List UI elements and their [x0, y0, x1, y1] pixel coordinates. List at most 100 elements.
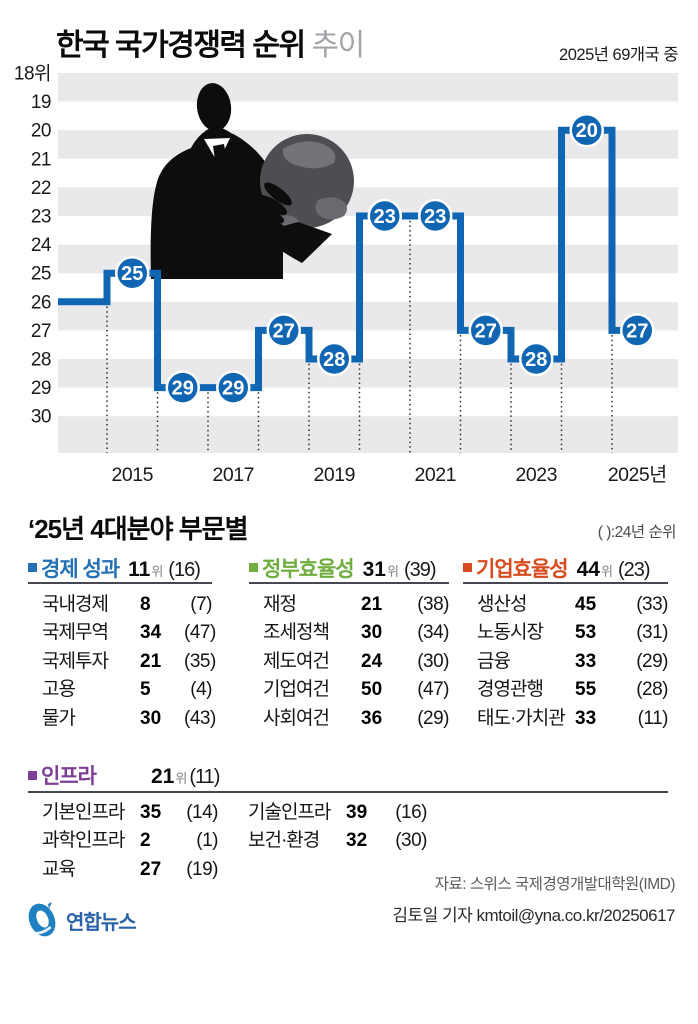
y-axis-labels: 18위 19 20 21 22 23 24 25 26 27 28 29 30 — [14, 63, 53, 428]
svg-text:20: 20 — [31, 121, 51, 142]
category-rows: 생산성 45 (33) 노동시장 53 (31) 금융 33 (29) 경영관행… — [463, 589, 669, 731]
indicator-row: 재정 21 (38) — [249, 589, 450, 617]
indicator-rank-2024: (30) — [417, 650, 449, 672]
indicator-rank-2025: 55 — [575, 679, 597, 701]
svg-text:30: 30 — [31, 407, 51, 428]
indicator-row: 물가 30 (43) — [28, 703, 216, 731]
logo-text: 연합뉴스 — [66, 911, 137, 934]
rank-suffix: 위 — [600, 564, 613, 579]
indicator-row: 교육 27 (19) — [28, 854, 219, 882]
svg-text:28: 28 — [31, 350, 51, 371]
svg-text:20: 20 — [576, 120, 598, 142]
indicator-label: 교육 — [42, 858, 76, 880]
indicator-row: 보건·환경 32 (30) — [234, 825, 428, 853]
svg-text:29: 29 — [172, 378, 194, 400]
indicator-label: 기본인프라 — [42, 802, 125, 823]
indicator-rank-2025: 35 — [140, 802, 162, 823]
indicator-label: 금융 — [477, 650, 511, 672]
category-rank-2025: 44 — [576, 558, 600, 581]
indicator-row: 금융 33 (29) — [463, 646, 669, 674]
indicator-label: 기업여건 — [263, 679, 330, 701]
svg-text:22: 22 — [31, 178, 51, 199]
indicator-rank-2024: (29) — [417, 707, 449, 729]
infrastructure-rows-right: 기술인프라 39 (16) 보건·환경 32 (30) — [234, 797, 428, 854]
infrastructure-rows-left: 기본인프라 35 (14) 과학인프라 2 (1) 교육 27 (19) — [28, 797, 219, 882]
svg-text:27: 27 — [273, 320, 295, 342]
category-business-efficiency: 기업효율성 44 위 (23) 생산성 45 (33) 노동시장 53 (31)… — [463, 553, 669, 731]
indicator-rank-2024: (28) — [636, 679, 668, 701]
indicator-row: 국제무역 34 (47) — [28, 617, 216, 645]
svg-text:2019: 2019 — [314, 464, 355, 486]
svg-text:18위: 18위 — [14, 63, 51, 85]
indicator-row: 조세정책 30 (34) — [249, 617, 450, 645]
svg-text:19: 19 — [31, 92, 51, 113]
svg-text:2015: 2015 — [112, 464, 154, 486]
indicator-rank-2025: 33 — [575, 707, 597, 729]
rank-suffix: 위 — [386, 564, 399, 579]
rank-suffix: 위 — [175, 771, 188, 786]
category-rank-2024: (11) — [189, 766, 220, 788]
indicator-rank-2025: 30 — [140, 707, 162, 729]
indicator-rank-2024: (47) — [184, 622, 216, 644]
category-infrastructure-header: 인프라 21 위 (11) — [28, 760, 220, 790]
chart-year-guides — [106, 216, 613, 453]
svg-text:23: 23 — [31, 207, 51, 228]
indicator-rank-2025: 53 — [575, 622, 597, 644]
data-source: 자료: 스위스 국제경영개발대학원(IMD) — [434, 876, 676, 893]
svg-text:21: 21 — [31, 149, 51, 170]
indicator-rank-2024: (47) — [417, 679, 449, 701]
indicator-row: 국내경제 8 (7) — [28, 589, 213, 617]
indicator-rank-2025: 21 — [140, 650, 162, 672]
x-axis-labels: 2015 2017 2019 2021 2023 2025년 — [112, 464, 668, 486]
indicator-row: 과학인프라 2 (1) — [28, 825, 219, 853]
svg-text:2017: 2017 — [213, 464, 254, 486]
indicator-rank-2024: (7) — [190, 594, 212, 615]
rank-suffix: 위 — [151, 564, 164, 579]
category-rank-2024: (23) — [617, 559, 651, 581]
category-header: 기업효율성 44 위 (23) — [463, 553, 668, 584]
indicator-row: 생산성 45 (33) — [463, 589, 669, 617]
svg-text:2021: 2021 — [415, 464, 456, 486]
parenthesis-note: ( ):24년 순위 — [597, 524, 677, 541]
page-title-sub: 추이 — [311, 29, 366, 62]
svg-text:2025년: 2025년 — [608, 464, 667, 486]
svg-text:2023: 2023 — [516, 464, 557, 486]
indicator-row: 노동시장 53 (31) — [463, 617, 669, 645]
indicator-rank-2025: 2 — [140, 830, 151, 852]
indicator-label: 국제투자 — [42, 650, 109, 672]
yonhap-emblem-icon — [28, 902, 56, 937]
indicator-rank-2024: (19) — [186, 858, 218, 880]
divider — [28, 791, 668, 793]
indicator-rank-2025: 50 — [361, 679, 383, 701]
countries-count-note: 2025년 69개국 중 — [559, 46, 678, 64]
indicator-label: 경영관행 — [477, 679, 544, 701]
category-rank-2024: (16) — [168, 559, 201, 581]
indicator-rank-2024: (43) — [184, 707, 216, 729]
indicator-rank-2024: (11) — [637, 707, 669, 729]
indicator-rank-2024: (34) — [417, 622, 449, 644]
svg-text:23: 23 — [424, 206, 446, 228]
bullet-icon — [28, 563, 37, 572]
category-rank-2025: 11 — [128, 558, 151, 581]
category-economic-performance: 경제 성과 11 위 (16) 국내경제 8 (7) 국제무역 34 (47) … — [28, 553, 216, 731]
indicator-rank-2025: 45 — [575, 594, 597, 615]
category-title: 정부효율성 — [262, 558, 355, 581]
indicator-rank-2024: (33) — [636, 594, 668, 615]
category-government-efficiency: 정부효율성 31 위 (39) 재정 21 (38) 조세정책 30 (34) … — [249, 553, 450, 731]
svg-text:26: 26 — [31, 292, 51, 313]
rank-step-line — [58, 126, 638, 392]
category-header: 경제 성과 11 위 (16) — [28, 553, 212, 584]
indicator-label: 고용 — [42, 679, 76, 701]
indicator-label: 보건·환경 — [248, 830, 320, 852]
svg-text:24: 24 — [31, 235, 52, 256]
indicator-row: 경영관행 55 (28) — [463, 674, 669, 702]
indicator-label: 태도·가치관 — [477, 707, 566, 729]
category-rank-2025: 31 — [362, 558, 386, 581]
bullet-icon — [249, 563, 258, 572]
businessman-globe-illustration — [150, 83, 354, 279]
indicator-label: 기술인프라 — [248, 802, 331, 823]
svg-text:25: 25 — [121, 263, 143, 285]
indicator-rank-2025: 8 — [140, 594, 151, 615]
